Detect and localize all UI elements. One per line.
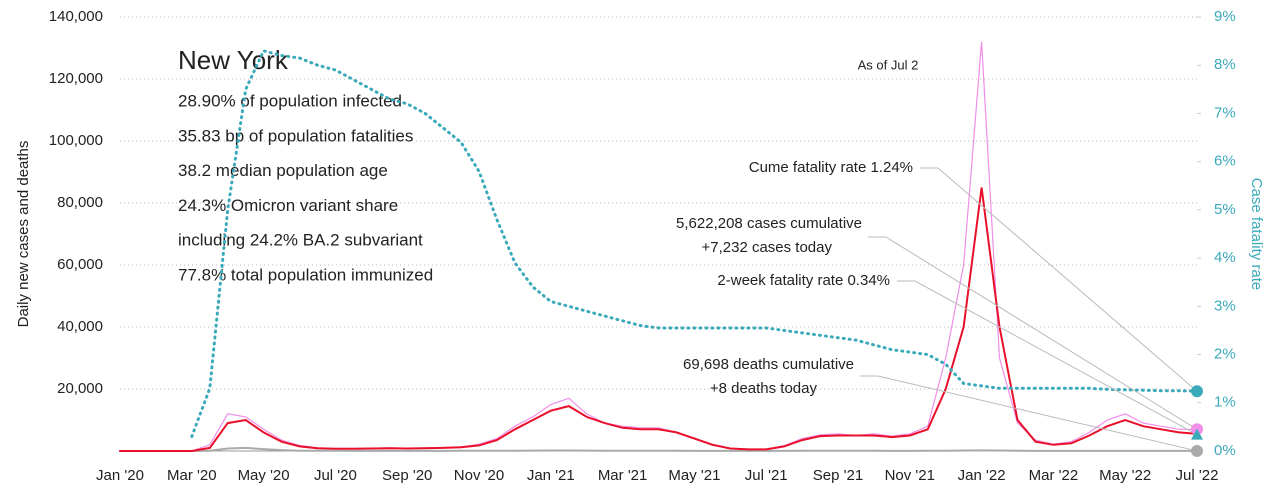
y-tick-label: 120,000 bbox=[49, 70, 103, 87]
x-tick-label: Nov '21 bbox=[885, 467, 935, 484]
info-line: 38.2 median population age bbox=[178, 161, 388, 180]
leader-line bbox=[920, 167, 1198, 392]
info-line: 24.3% Omicron variant share bbox=[178, 196, 398, 215]
x-tick-label: May '22 bbox=[1099, 467, 1151, 484]
x-tick-label: May '20 bbox=[238, 467, 290, 484]
x-tick-label: May '21 bbox=[668, 467, 720, 484]
y2-tick-label: 3% bbox=[1214, 297, 1236, 314]
annotation: 69,698 deaths cumulative bbox=[683, 356, 854, 373]
y-axis-label: Daily new cases and deaths bbox=[15, 141, 32, 328]
y-tick-label: 140,000 bbox=[49, 8, 103, 25]
series-line bbox=[119, 187, 1198, 452]
x-tick-label: Mar '22 bbox=[1029, 467, 1079, 484]
x-tick-label: Mar '20 bbox=[167, 467, 217, 484]
as-of: As of Jul 2 bbox=[858, 57, 919, 72]
y2-tick-label: 1% bbox=[1214, 394, 1236, 411]
x-tick-label: Jul '21 bbox=[745, 467, 788, 484]
info-line: 35.83 bp of population fatalities bbox=[178, 126, 413, 145]
info-line: 77.8% total population immunized bbox=[178, 265, 433, 284]
x-tick-label: Jul '22 bbox=[1176, 467, 1219, 484]
y2-axis-label: Case fatality rate bbox=[1248, 178, 1265, 291]
x-tick-label: Sep '20 bbox=[382, 467, 432, 484]
x-tick-label: Sep '21 bbox=[813, 467, 863, 484]
leader-line bbox=[860, 375, 1198, 452]
y2-tick-label: 7% bbox=[1214, 104, 1236, 121]
annotation: 5,622,208 cases cumulative bbox=[676, 215, 862, 232]
x-tick-label: Nov '20 bbox=[454, 467, 504, 484]
y2-tick-label: 2% bbox=[1214, 346, 1236, 363]
annotation: Cume fatality rate 1.24% bbox=[749, 159, 913, 176]
y-tick-label: 20,000 bbox=[57, 380, 103, 397]
series-line bbox=[190, 49, 1199, 438]
annotation: +8 deaths today bbox=[710, 380, 818, 397]
y-tick-label: 80,000 bbox=[57, 194, 103, 211]
info-line: 28.90% of population infected bbox=[178, 91, 402, 110]
end-dot bbox=[1191, 444, 1203, 457]
end-triangle bbox=[1191, 428, 1203, 440]
x-tick-label: Jul '20 bbox=[314, 467, 357, 484]
y-tick-label: 60,000 bbox=[57, 256, 103, 273]
x-tick-label: Jan '22 bbox=[958, 467, 1006, 484]
leader-line bbox=[868, 236, 1198, 430]
x-tick-label: Jan '20 bbox=[96, 467, 144, 484]
info-line: including 24.2% BA.2 subvariant bbox=[178, 231, 423, 250]
y2-tick-label: 8% bbox=[1214, 56, 1236, 73]
annotation: +7,232 cases today bbox=[701, 239, 832, 256]
series-line bbox=[119, 446, 1198, 452]
y2-tick-label: 9% bbox=[1214, 8, 1236, 25]
leader-line bbox=[897, 280, 1198, 436]
y2-tick-label: 5% bbox=[1214, 201, 1236, 218]
y2-tick-label: 0% bbox=[1214, 442, 1236, 459]
chart-title: New York bbox=[178, 45, 289, 75]
y-tick-label: 100,000 bbox=[49, 132, 103, 149]
x-tick-label: Mar '21 bbox=[598, 467, 648, 484]
y2-tick-label: 4% bbox=[1214, 249, 1236, 266]
y-tick-label: 40,000 bbox=[57, 318, 103, 335]
annotation: 2-week fatality rate 0.34% bbox=[717, 272, 890, 289]
x-tick-label: Jan '21 bbox=[527, 467, 575, 484]
end-dot bbox=[1191, 385, 1203, 398]
y2-tick-label: 6% bbox=[1214, 153, 1236, 170]
